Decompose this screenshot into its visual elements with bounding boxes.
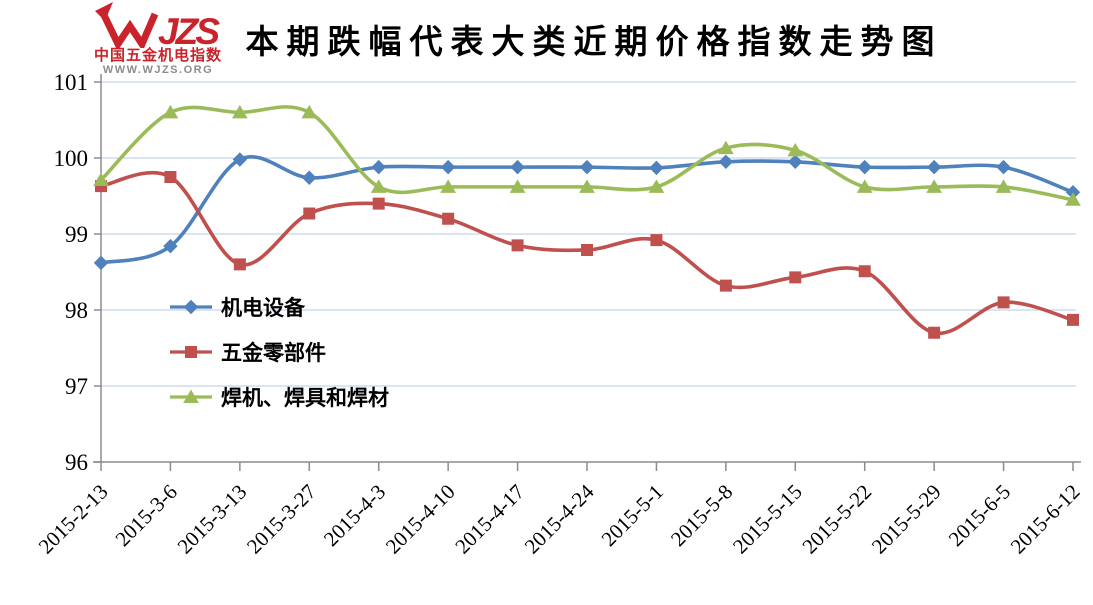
legend-label: 机电设备 [221,295,305,320]
data-point-marker [231,104,248,119]
series-1-diamond [93,152,1081,271]
legend-square-marker-icon [170,345,212,358]
y-tick-label: 96 [65,450,88,475]
data-point-marker [789,271,802,284]
data-point-marker [509,179,526,193]
data-point-marker [995,179,1012,193]
y-tick-label: 99 [65,222,88,247]
y-tick-label: 97 [65,374,88,399]
data-point-marker [579,179,595,193]
data-point-marker [163,238,178,254]
x-tick-label: 2015-5-1 [597,480,668,551]
x-tick-label: 2015-5-29 [867,480,946,559]
chart-title: 本期跌幅代表大类近期价格指数走势图 [245,25,943,61]
x-tick-label: 2015-4-24 [520,479,599,558]
data-point-marker [510,159,525,175]
x-tick-label: 2015-5-8 [666,480,737,551]
x-tick-label: 2015-4-10 [381,480,460,559]
x-tick-label: 2015-3-27 [242,480,321,559]
logo-subtitle: 中国五金机电指数 [93,47,222,64]
legend-item-1: 机电设备 [170,284,389,329]
data-point-marker [370,179,387,193]
arrow-head-icon [95,2,113,21]
y-axis-labels: 96 97 98 99 100 101 [54,70,89,475]
data-point-marker [856,179,873,193]
x-tick-label: 2015-6-5 [944,480,1015,551]
x-tick-label: 2015-5-15 [728,480,807,559]
data-point-marker [928,326,941,339]
y-tick-label: 98 [65,298,88,323]
legend-diamond-marker-icon [170,299,212,314]
x-tick-label: 2015-2-13 [34,480,113,559]
series-2-square [95,170,1079,339]
data-point-marker [717,140,734,155]
data-point-marker [719,279,732,292]
x-tick-label: 2015-5-22 [797,480,876,559]
data-point-marker [301,104,318,119]
data-point-marker [442,212,455,225]
arrow-zigzag-icon [99,11,159,48]
data-point-marker [648,179,665,193]
data-point-marker [440,159,456,175]
data-point-marker [371,159,386,175]
legend-item-3: 焊机、焊具和焊材 [170,374,389,419]
chart-legend: 机电设备五金零部件焊机、焊具和焊材 [170,284,389,419]
data-point-marker [857,159,872,175]
data-point-marker [581,243,593,256]
data-point-marker [93,172,109,187]
x-axis-labels: 2015-2-132015-3-62015-3-132015-3-272015-… [34,479,1085,558]
data-point-marker [511,239,524,252]
legend-label: 焊机、焊具和焊材 [221,385,389,410]
data-point-marker [303,207,316,220]
x-tick-label: 2015-3-13 [173,480,252,559]
data-point-marker [1065,192,1081,206]
data-point-marker [996,159,1011,175]
data-point-marker [162,104,179,119]
data-point-marker [926,159,942,175]
y-tick-label: 100 [54,146,89,171]
data-point-marker [164,171,177,183]
y-tick-label: 101 [54,70,89,95]
data-point-marker [718,154,734,170]
wjzs-logo: JZS 中国五金机电指数 WWW.WJZS.ORG [88,2,228,76]
legend-triangle-marker-icon [170,389,212,403]
data-point-marker [650,234,663,247]
data-point-marker [926,179,943,193]
x-tick-label: 2015-6-12 [1006,480,1085,559]
data-point-marker [787,142,804,157]
data-point-marker [1067,313,1079,326]
data-point-marker [649,160,664,176]
data-point-marker [858,265,871,278]
data-point-marker [233,258,246,271]
data-point-marker [579,159,595,175]
data-point-marker [788,154,803,170]
series-3-triangle [93,104,1081,206]
data-point-marker [93,255,109,271]
data-point-marker [232,152,248,167]
data-point-marker [372,197,385,210]
wjzs-logo-icon: JZS [95,2,220,48]
data-point-marker [440,179,457,193]
legend-item-2: 五金零部件 [170,329,389,374]
x-tick-label: 2015-4-3 [319,480,390,551]
x-tick-label: 2015-4-17 [450,480,529,559]
legend-label: 五金零部件 [221,340,326,365]
logo-brand-letters: JZS [158,11,220,48]
x-tick-label: 2015-3-6 [111,480,182,551]
data-point-marker [997,296,1010,309]
logo-url: WWW.WJZS.ORG [102,64,214,76]
data-point-marker [302,170,317,185]
